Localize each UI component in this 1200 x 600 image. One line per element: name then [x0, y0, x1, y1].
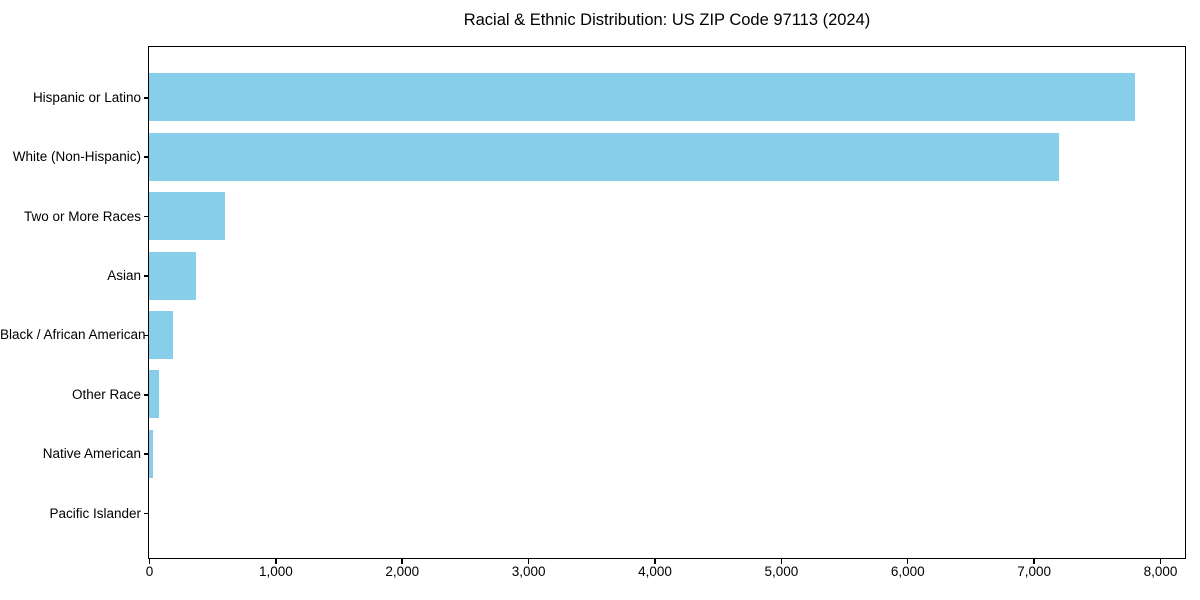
x-axis-label: 8,000	[1143, 564, 1178, 579]
bar-other-race	[149, 370, 160, 419]
bar-hispanic-or-latino	[149, 73, 1135, 122]
x-axis-tick	[275, 559, 277, 564]
y-axis-label: Other Race	[71, 386, 141, 402]
x-axis-label: 6,000	[890, 564, 925, 579]
y-axis-tick	[144, 97, 148, 99]
bar-asian	[149, 251, 196, 300]
bar-native-american	[149, 429, 153, 478]
x-axis-label: 1,000	[258, 564, 293, 579]
x-axis-tick	[780, 559, 783, 564]
x-axis-tick	[654, 559, 656, 564]
y-axis-label: White (Non-Hispanic)	[12, 149, 141, 165]
x-axis-tick	[1033, 559, 1035, 564]
y-axis-tick	[144, 512, 148, 515]
y-axis-label: Two or More Races	[23, 208, 141, 224]
y-axis-tick	[144, 394, 148, 396]
x-axis-tick	[906, 559, 909, 564]
x-axis-label: 7,000	[1017, 564, 1051, 579]
x-axis-label: 2,000	[385, 564, 420, 579]
y-axis-label: Pacific Islander	[49, 505, 141, 521]
x-axis-tick	[527, 559, 530, 564]
y-axis-tick	[144, 156, 148, 158]
y-axis-tick	[144, 215, 148, 218]
x-axis-tick	[1159, 559, 1162, 564]
x-axis-tick	[148, 559, 151, 564]
y-axis-label: Hispanic or Latino	[32, 89, 141, 105]
y-axis-tick	[144, 275, 148, 277]
x-axis-label: 4,000	[638, 564, 672, 579]
chart-title: Racial & Ethnic Distribution: US ZIP Cod…	[463, 11, 871, 29]
y-axis-label: Asian	[107, 268, 141, 283]
y-axis-tick	[144, 453, 148, 455]
bar-black-african-american	[149, 310, 173, 359]
bar-two-or-more-races	[149, 192, 225, 241]
bar-white-non-hispanic	[149, 132, 1059, 181]
y-axis-label: Black / African American	[0, 327, 146, 343]
plot-area	[148, 46, 1186, 559]
y-axis-label: Native American	[42, 446, 141, 462]
x-axis-label: 3,000	[511, 564, 546, 579]
x-axis-tick	[401, 559, 403, 564]
x-axis-label: 5,000	[764, 564, 799, 579]
y-axis-tick	[144, 334, 148, 337]
x-axis-label: 0	[145, 564, 154, 579]
